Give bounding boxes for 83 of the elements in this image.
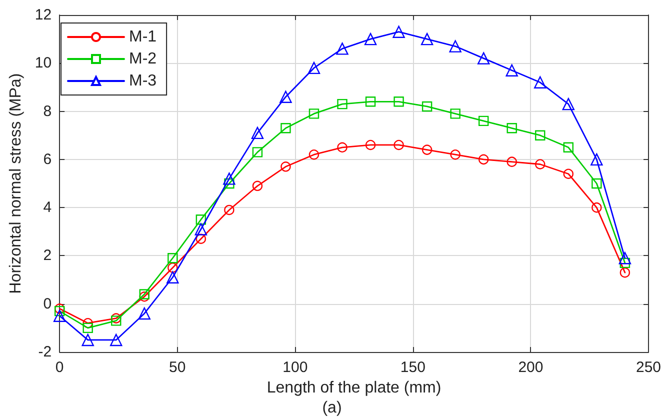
point: [450, 108, 460, 119]
point: [138, 307, 150, 320]
point: [336, 42, 348, 55]
point: [223, 172, 236, 185]
point: [224, 178, 234, 189]
x-tick-label: 250: [636, 359, 661, 376]
point: [420, 32, 434, 46]
point: [449, 40, 462, 52]
point: [194, 223, 208, 236]
point: [168, 253, 178, 264]
point: [337, 142, 348, 152]
y-tick-label: 2: [43, 247, 52, 264]
point: [82, 334, 94, 346]
y-axis-title: Horizontal normal stress (MPa): [8, 73, 24, 294]
point: [280, 123, 291, 134]
y-tick-label: 4: [43, 199, 52, 216]
y-tick-label: 12: [34, 6, 52, 24]
point: [139, 292, 150, 302]
point: [308, 108, 320, 119]
point: [82, 322, 93, 334]
point: [392, 26, 405, 38]
point: [111, 313, 122, 324]
point: [365, 96, 376, 107]
point: [308, 62, 320, 74]
point: [592, 202, 602, 213]
point: [563, 142, 574, 152]
point: [394, 96, 404, 107]
y-tick-label: 10: [34, 54, 52, 72]
x-tick-label: 100: [282, 359, 308, 376]
point: [592, 178, 602, 189]
point: [590, 153, 603, 166]
point: [111, 316, 122, 326]
point: [562, 98, 574, 110]
point: [196, 214, 206, 225]
point: [251, 126, 264, 140]
point: [196, 234, 206, 244]
text: (a): [322, 400, 342, 416]
legend-label: M-3: [129, 72, 157, 90]
y-tick-label: -2: [38, 344, 52, 360]
point: [478, 154, 489, 165]
point: [394, 140, 404, 150]
x-tick-label: 0: [55, 359, 64, 376]
point: [535, 130, 546, 140]
point: [534, 76, 546, 88]
point: [53, 310, 66, 322]
x-tick-label: 50: [169, 359, 186, 376]
point: [620, 267, 630, 278]
point: [252, 180, 263, 192]
point: [280, 162, 291, 172]
legend-label: M-1: [129, 28, 157, 46]
x-tick-label: 200: [518, 359, 544, 376]
y-tick-label: 8: [43, 102, 52, 120]
point: [422, 101, 432, 112]
point: [252, 147, 263, 158]
x-tick-label: 150: [400, 359, 426, 376]
point: [139, 289, 150, 300]
y-tick-label: 6: [43, 150, 52, 168]
point: [506, 123, 517, 134]
point: [54, 306, 65, 316]
point: [365, 140, 376, 150]
point: [110, 334, 122, 346]
legend-label: M-2: [129, 50, 157, 68]
point: [506, 64, 518, 76]
y-tick-label: 0: [43, 295, 52, 312]
point: [168, 262, 178, 273]
point: [477, 52, 490, 64]
x-axis-title: Length of the plate (mm): [266, 380, 442, 396]
point: [337, 98, 348, 110]
point: [478, 116, 489, 126]
point: [364, 32, 377, 46]
point: [535, 159, 546, 170]
point: [450, 150, 460, 160]
point: [506, 156, 517, 167]
point: [54, 304, 65, 314]
point: [224, 204, 234, 216]
point: [280, 90, 292, 103]
point: [422, 144, 432, 155]
point: [308, 150, 320, 160]
point: [618, 252, 632, 264]
point: [82, 318, 93, 328]
point: [166, 271, 179, 284]
point: [563, 168, 574, 179]
point: [620, 258, 630, 268]
